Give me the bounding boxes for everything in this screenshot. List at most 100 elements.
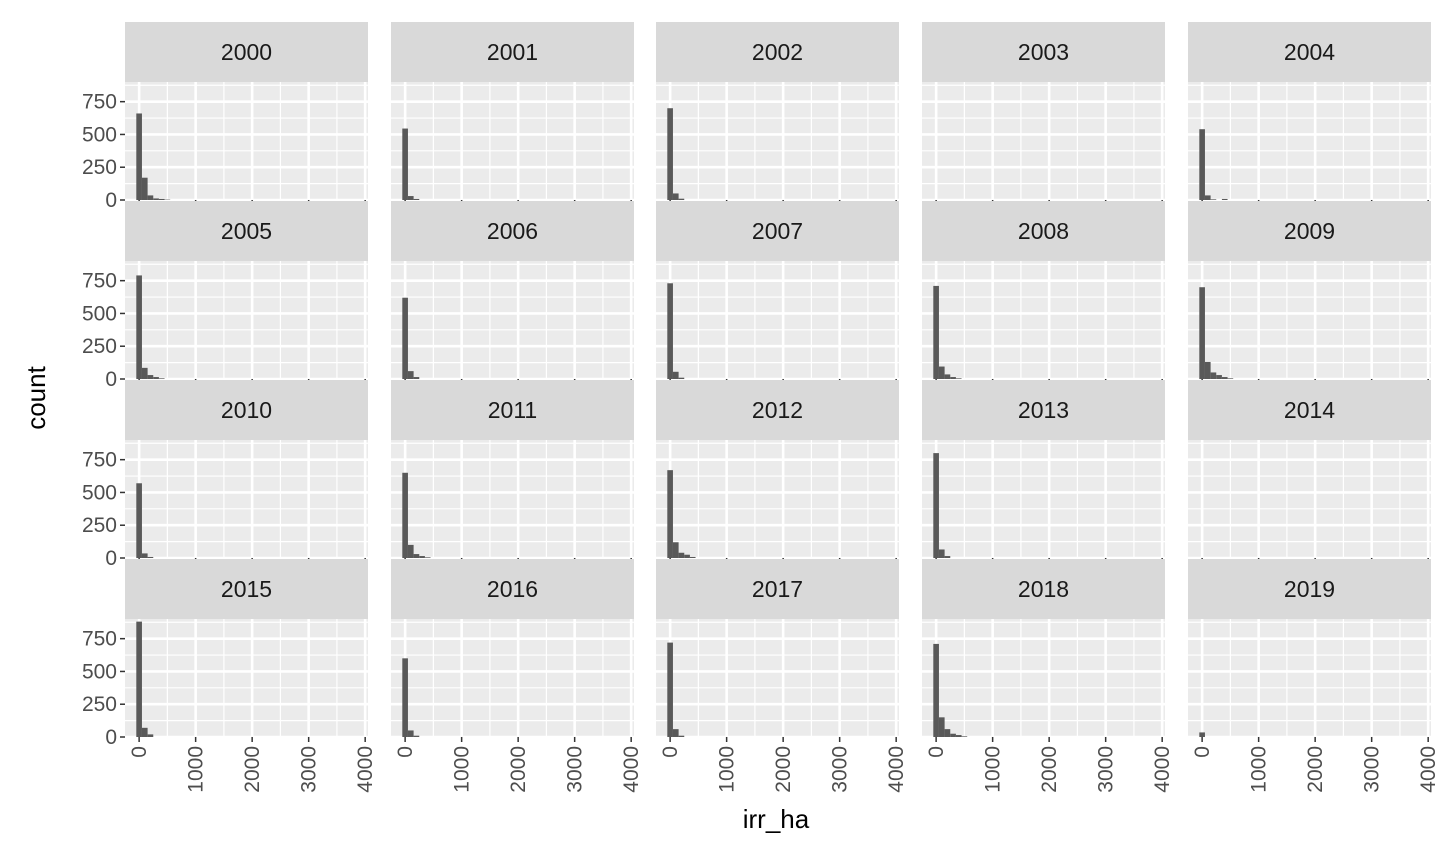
facet-strip-label: 2010 <box>221 397 272 423</box>
facet-strip-label: 2012 <box>752 397 803 423</box>
histogram-bar <box>136 483 142 558</box>
histogram-bar <box>945 729 951 737</box>
histogram-bar <box>1211 372 1217 379</box>
x-axis-title: irr_ha <box>743 804 810 834</box>
x-tick-label: 0 <box>128 746 151 758</box>
panel-background <box>1188 82 1431 200</box>
histogram-bar <box>142 728 148 737</box>
histogram-bar <box>153 377 159 379</box>
histogram-bar <box>159 378 165 379</box>
y-tick-label: 500 <box>82 302 117 325</box>
histogram-bar <box>667 470 673 558</box>
histogram-bar <box>1205 362 1211 379</box>
histogram-bar <box>1199 732 1205 737</box>
panel-background <box>1188 440 1431 558</box>
y-tick-label: 0 <box>105 368 117 391</box>
x-tick-label: 4000 <box>620 746 643 793</box>
x-tick-label: 4000 <box>1151 746 1174 793</box>
histogram-bar <box>667 643 673 737</box>
facet-2008: 2008 <box>922 201 1165 384</box>
y-tick-label: 250 <box>82 335 117 358</box>
facet-strip-label: 2019 <box>1284 576 1335 602</box>
histogram-bar <box>933 286 939 379</box>
histogram-bar <box>950 377 956 379</box>
facet-strip-label: 2000 <box>221 39 272 65</box>
x-tick-label: 1000 <box>451 746 474 793</box>
panel-background <box>656 440 899 558</box>
histogram-bar <box>1222 377 1228 379</box>
panel-background <box>656 619 899 737</box>
y-tick-label: 500 <box>82 481 117 504</box>
histogram-bar <box>945 556 951 558</box>
histogram-bar <box>1211 199 1217 200</box>
histogram-bar <box>136 622 142 737</box>
histogram-bar <box>142 178 148 200</box>
panel-background <box>922 440 1165 558</box>
histogram-bar <box>414 199 420 200</box>
histogram-bar <box>414 377 420 379</box>
histogram-bar <box>679 736 685 737</box>
y-tick-label: 250 <box>82 514 117 537</box>
histogram-bar <box>939 367 945 379</box>
y-tick-label: 750 <box>82 449 117 472</box>
histogram-bar <box>1205 195 1211 200</box>
histogram-bar <box>402 658 408 737</box>
histogram-bar <box>962 736 968 737</box>
facet-strip-label: 2007 <box>752 218 803 244</box>
histogram-bar <box>159 199 165 200</box>
histogram-bar <box>933 644 939 737</box>
facet-strip-label: 2016 <box>487 576 538 602</box>
x-tick-label: 4000 <box>885 746 908 793</box>
histogram-bar <box>1199 129 1205 200</box>
facet-2013: 2013 <box>922 380 1165 563</box>
facet-strip-label: 2013 <box>1018 397 1069 423</box>
x-tick-label: 1000 <box>185 746 208 793</box>
x-tick-label: 4000 <box>1417 746 1440 793</box>
facet-strip-label: 2001 <box>487 39 538 65</box>
histogram-bar <box>956 735 962 737</box>
histogram-bar <box>933 453 939 558</box>
panel-background <box>391 619 634 737</box>
histogram-bar <box>153 198 159 200</box>
panel-background <box>125 82 368 200</box>
panel-background <box>391 261 634 379</box>
panel-background <box>125 619 368 737</box>
histogram-bar <box>679 199 685 200</box>
histogram-bar <box>945 374 951 379</box>
facet-2001: 2001 <box>391 22 634 205</box>
x-tick-label: 3000 <box>298 746 321 793</box>
histogram-bar <box>939 549 945 558</box>
histogram-bar <box>956 378 962 379</box>
facet-2007: 2007 <box>656 201 899 384</box>
facet-strip-label: 2011 <box>488 397 537 423</box>
x-tick-label: 2000 <box>1304 746 1327 793</box>
histogram-bar <box>679 378 685 379</box>
histogram-bar <box>402 129 408 200</box>
histogram-bar <box>1216 375 1222 379</box>
panel-background <box>1188 261 1431 379</box>
histogram-bar <box>939 717 945 737</box>
histogram-bar <box>414 554 420 558</box>
x-tick-label: 0 <box>1191 746 1214 758</box>
facet-strip-label: 2002 <box>752 39 803 65</box>
histogram-bar <box>142 368 148 379</box>
histogram-bar <box>673 193 679 200</box>
histogram-bar <box>408 545 414 558</box>
y-tick-label: 500 <box>82 123 117 146</box>
facet-strip-label: 2015 <box>221 576 272 602</box>
histogram-bar <box>148 734 154 737</box>
x-tick-label: 4000 <box>354 746 377 793</box>
histogram-bar <box>136 113 142 200</box>
x-tick-label: 1000 <box>1248 746 1271 793</box>
histogram-bar <box>425 557 431 558</box>
facet-strip-label: 2006 <box>487 218 538 244</box>
x-tick-label: 0 <box>925 746 948 758</box>
histogram-bar <box>673 372 679 379</box>
facet-strip-label: 2009 <box>1284 218 1335 244</box>
panel-background <box>922 261 1165 379</box>
histogram-bar <box>419 556 425 558</box>
histogram-bar <box>414 736 420 737</box>
